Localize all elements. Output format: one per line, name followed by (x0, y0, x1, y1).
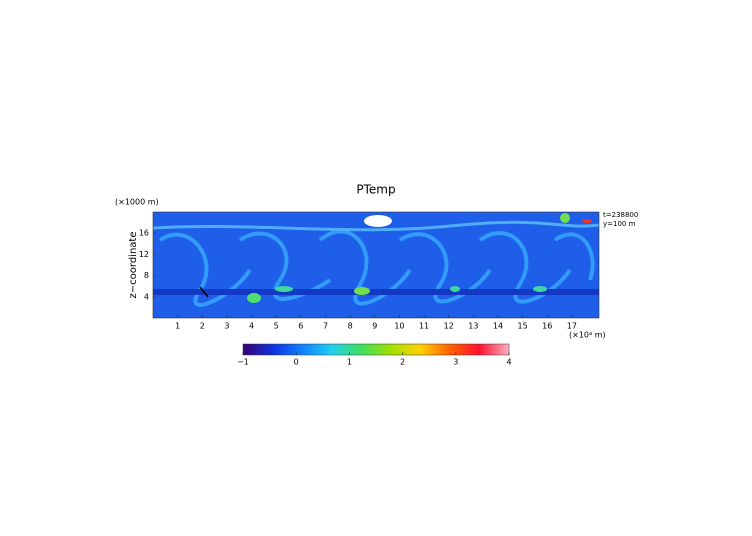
colorbar (242, 343, 510, 356)
y-tick-label: 16 (139, 229, 149, 238)
x-tick-label: 3 (224, 322, 229, 331)
field (153, 212, 599, 318)
chart-title: PTemp (356, 183, 395, 197)
x-tick-label: 9 (372, 322, 377, 331)
x-tick-label: 13 (468, 322, 478, 331)
x-tick-label: 12 (444, 322, 454, 331)
x-tick-label: 5 (274, 322, 279, 331)
x-tick-label: 7 (323, 322, 328, 331)
x-tick-label: 8 (348, 322, 353, 331)
x-tick-label: 15 (518, 322, 528, 331)
x-tick-label: 11 (419, 322, 429, 331)
x-tick-label: 17 (567, 322, 577, 331)
plot-frame (152, 211, 600, 319)
colorbar-tick-label: 3 (453, 358, 458, 367)
colorbar-tick-label: 4 (506, 358, 511, 367)
annotation: y=100 m (603, 220, 636, 228)
x-tick-label: 4 (249, 322, 254, 331)
colorbar-tick-label: 0 (294, 358, 299, 367)
y-tick-label: 12 (139, 250, 149, 259)
colorbar-tick-label: 1 (347, 358, 352, 367)
x-tick-label: 14 (493, 322, 503, 331)
colorbar-tick-label: 2 (400, 358, 405, 367)
y-tick-label: 4 (144, 292, 149, 301)
y-axis-label: z−coordinate (128, 232, 139, 299)
x-tick-label: 16 (542, 322, 552, 331)
x-tick-label: 1 (175, 322, 180, 331)
y-tick-label: 8 (144, 271, 149, 280)
x-tick-label: 10 (394, 322, 404, 331)
colorbar-tick-label: −1 (237, 358, 249, 367)
x-tick-label: 2 (200, 322, 205, 331)
y-unit: (×1000 m) (115, 198, 159, 207)
x-tick-label: 6 (298, 322, 303, 331)
annotation: t=238800 (603, 211, 638, 219)
x-unit: (×10⁴ m) (569, 331, 606, 340)
